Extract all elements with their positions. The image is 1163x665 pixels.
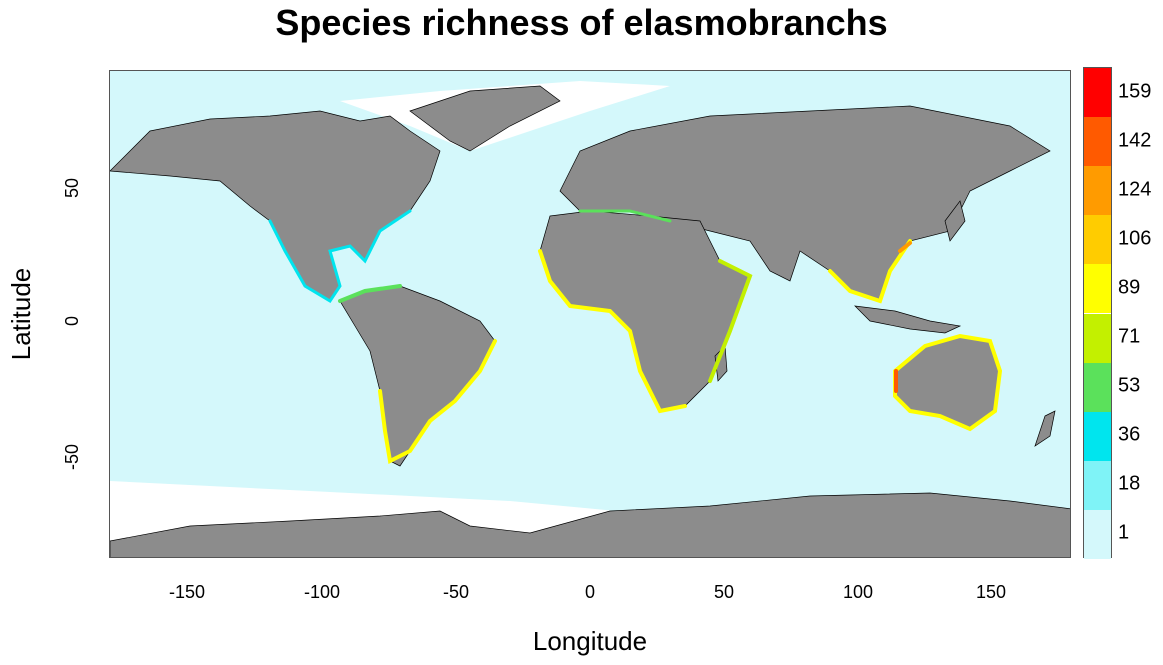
y-tick-label: 0: [62, 315, 82, 326]
x-tick-label: 50: [713, 582, 735, 602]
coastal-richness: [268, 209, 1003, 464]
australia: [894, 335, 1001, 430]
chart-title: Species richness of elasmobranchs: [275, 2, 888, 43]
indonesia: [854, 305, 962, 334]
legend-swatch: [1084, 460, 1111, 510]
y-tick-label: 50: [62, 177, 82, 198]
y-axis-title: Latitude: [6, 267, 36, 361]
legend-label: 53: [1118, 374, 1141, 397]
x-tick-label: -50: [442, 582, 470, 602]
legend-swatch: [1084, 313, 1111, 363]
legend-label: 18: [1118, 472, 1141, 495]
legend-swatch: [1084, 68, 1111, 118]
legend-label: 1: [1118, 521, 1130, 544]
legend-label: 106: [1118, 227, 1152, 250]
legend-label: 142: [1118, 129, 1152, 152]
new-zealand: [1034, 410, 1056, 447]
legend-swatch: [1084, 362, 1111, 412]
legend-label: 36: [1118, 423, 1141, 446]
legend-swatch: [1084, 215, 1111, 265]
north-america: [110, 110, 441, 302]
x-tick-label: 150: [975, 582, 1007, 602]
greenland: [409, 85, 561, 152]
x-axis-title: Longitude: [532, 626, 648, 656]
legend-label: 124: [1118, 178, 1152, 201]
color-legend: [1083, 67, 1112, 559]
x-tick-label: 0: [584, 582, 596, 602]
legend-label: 89: [1118, 276, 1141, 299]
legend-label: 159: [1118, 80, 1152, 103]
map-plot-area: [109, 70, 1071, 558]
x-tick-label: 100: [842, 582, 874, 602]
legend-label: 71: [1118, 325, 1141, 348]
legend-swatch: [1084, 166, 1111, 216]
legend-swatch: [1084, 117, 1111, 167]
antarctica: [110, 492, 1070, 557]
world-map: [110, 81, 1070, 557]
legend-swatch: [1084, 509, 1111, 559]
y-tick-label: -50: [62, 443, 82, 470]
legend-swatch: [1084, 264, 1111, 314]
legend-swatch: [1084, 411, 1111, 461]
japan: [944, 200, 966, 242]
x-tick-label: -100: [303, 582, 341, 602]
x-tick-label: -150: [168, 582, 206, 602]
